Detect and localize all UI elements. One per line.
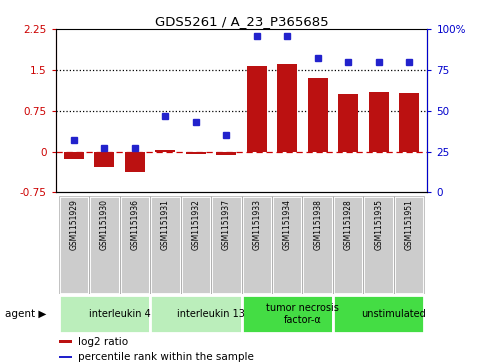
Bar xyxy=(58,196,89,294)
Text: GSM1151935: GSM1151935 xyxy=(374,199,383,250)
Bar xyxy=(399,93,419,152)
Bar xyxy=(58,196,89,294)
Bar xyxy=(186,152,206,154)
Bar xyxy=(333,196,363,294)
Title: GDS5261 / A_23_P365685: GDS5261 / A_23_P365685 xyxy=(155,15,328,28)
Bar xyxy=(272,196,302,294)
Bar xyxy=(59,356,72,359)
Bar xyxy=(369,92,389,152)
Bar xyxy=(394,196,425,294)
Bar xyxy=(58,295,150,333)
Text: GSM1151936: GSM1151936 xyxy=(130,199,139,250)
Text: tumor necrosis
factor-α: tumor necrosis factor-α xyxy=(266,303,339,325)
Text: GSM1151928: GSM1151928 xyxy=(344,199,353,250)
Bar xyxy=(150,196,181,294)
Text: GSM1151938: GSM1151938 xyxy=(313,199,322,250)
Bar xyxy=(59,340,72,343)
Bar xyxy=(308,78,327,152)
Bar xyxy=(211,196,242,294)
Text: interleukin 13: interleukin 13 xyxy=(177,309,245,319)
Bar xyxy=(211,196,242,294)
Bar xyxy=(150,196,181,294)
Bar xyxy=(181,196,211,294)
Text: GSM1151931: GSM1151931 xyxy=(161,199,170,250)
Text: agent ▶: agent ▶ xyxy=(5,309,46,319)
Bar xyxy=(150,295,242,333)
Text: GSM1151951: GSM1151951 xyxy=(405,199,413,250)
Text: GSM1151929: GSM1151929 xyxy=(70,199,78,250)
Bar xyxy=(394,196,425,294)
Bar xyxy=(89,196,120,294)
Text: GSM1151934: GSM1151934 xyxy=(283,199,292,250)
Bar xyxy=(363,196,394,294)
Bar xyxy=(216,152,236,155)
Bar xyxy=(333,295,425,333)
Bar xyxy=(242,196,272,294)
Bar xyxy=(156,150,175,152)
Bar xyxy=(120,196,150,294)
Bar xyxy=(64,152,84,159)
Bar xyxy=(94,152,114,167)
Bar xyxy=(242,196,272,294)
Text: GSM1151930: GSM1151930 xyxy=(100,199,109,250)
Bar xyxy=(181,196,211,294)
Text: interleukin 4: interleukin 4 xyxy=(89,309,150,319)
Bar xyxy=(247,66,267,152)
Bar xyxy=(338,94,358,152)
Bar xyxy=(89,196,120,294)
Text: GSM1151937: GSM1151937 xyxy=(222,199,231,250)
Bar xyxy=(242,295,333,333)
Text: log2 ratio: log2 ratio xyxy=(78,337,128,347)
Bar xyxy=(272,196,302,294)
Text: GSM1151933: GSM1151933 xyxy=(252,199,261,250)
Bar xyxy=(302,196,333,294)
Bar xyxy=(333,196,363,294)
Text: unstimulated: unstimulated xyxy=(362,309,426,319)
Bar xyxy=(302,196,333,294)
Bar xyxy=(120,196,150,294)
Text: percentile rank within the sample: percentile rank within the sample xyxy=(78,352,254,362)
Text: GSM1151932: GSM1151932 xyxy=(191,199,200,250)
Bar xyxy=(125,152,145,172)
Bar xyxy=(277,65,297,152)
Bar xyxy=(363,196,394,294)
